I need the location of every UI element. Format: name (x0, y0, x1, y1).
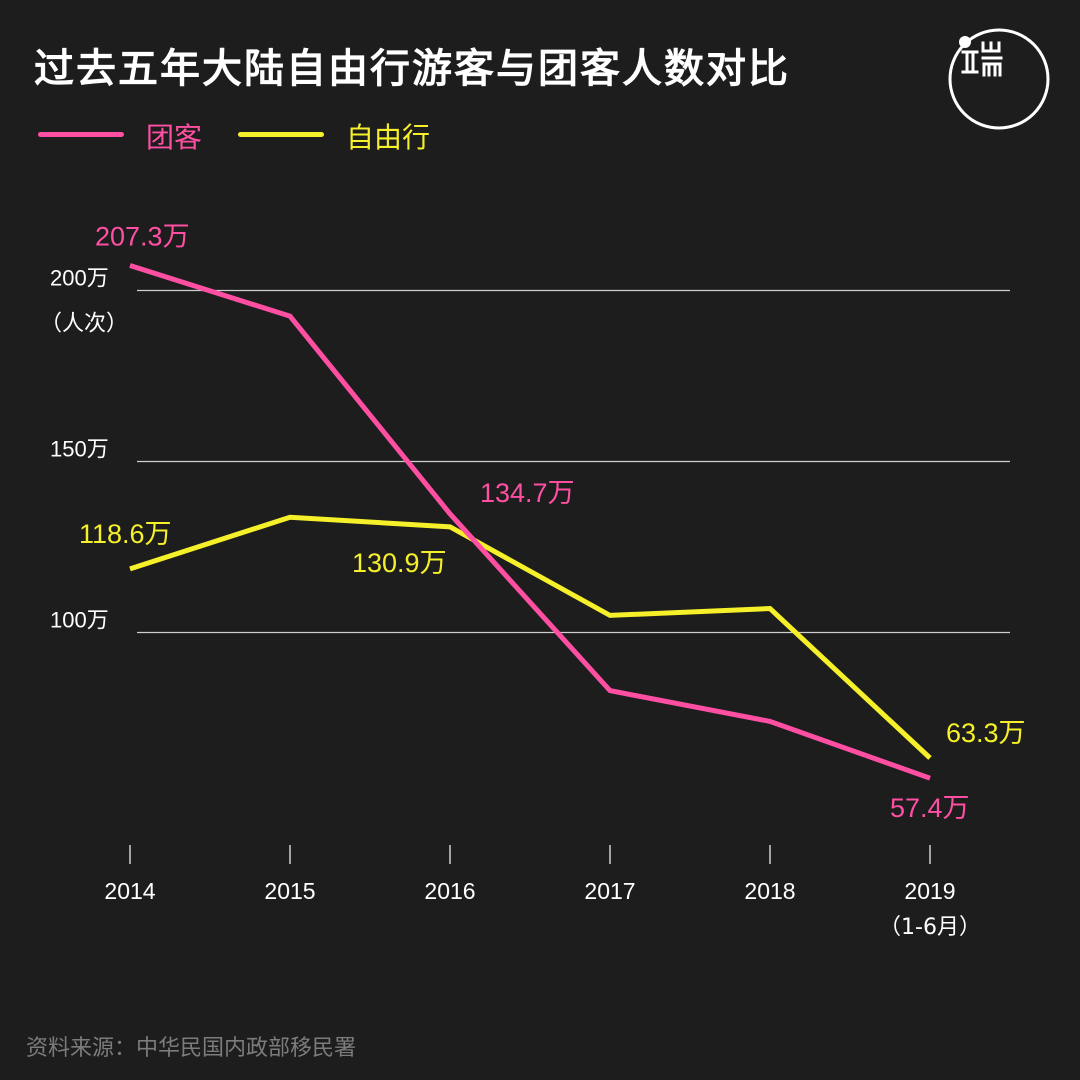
legend-swatch-independent (238, 132, 324, 137)
x-tick-label: 2016 (424, 878, 475, 904)
series-line-group (129, 263, 931, 781)
chart-title: 过去五年大陆自由行游客与团客人数对比 (34, 46, 790, 92)
x-tick-label: 2018 (744, 878, 795, 904)
x-tick-sublabel: （1-6月） (879, 915, 981, 940)
legend-swatch-group (38, 132, 124, 137)
legend-label-group: 团客 (146, 121, 203, 154)
data-label-group: 134.7万 (480, 478, 575, 508)
x-tick-label: 2015 (264, 878, 315, 904)
data-label-independent: 63.3万 (946, 718, 1026, 748)
data-label-independent: 118.6万 (79, 519, 172, 549)
source-note: 资料来源：中华民国内政部移民署 (26, 1036, 357, 1061)
y-tick-label: 200万 (50, 266, 109, 291)
y-unit-label: （人次） (40, 312, 128, 337)
legend-label-independent: 自由行 (346, 121, 431, 154)
series-line-independent (129, 514, 932, 760)
x-tick-label: 2019 (904, 878, 955, 904)
x-tick-label: 2014 (104, 878, 155, 904)
data-label-group: 57.4万 (890, 793, 970, 823)
data-label-group: 207.3万 (95, 222, 190, 252)
y-tick-label: 100万 (50, 608, 109, 633)
theinitium-logo-icon (948, 28, 1050, 130)
x-tick-label: 2017 (584, 878, 635, 904)
y-tick-label: 150万 (50, 437, 109, 462)
data-label-independent: 130.9万 (352, 548, 447, 578)
